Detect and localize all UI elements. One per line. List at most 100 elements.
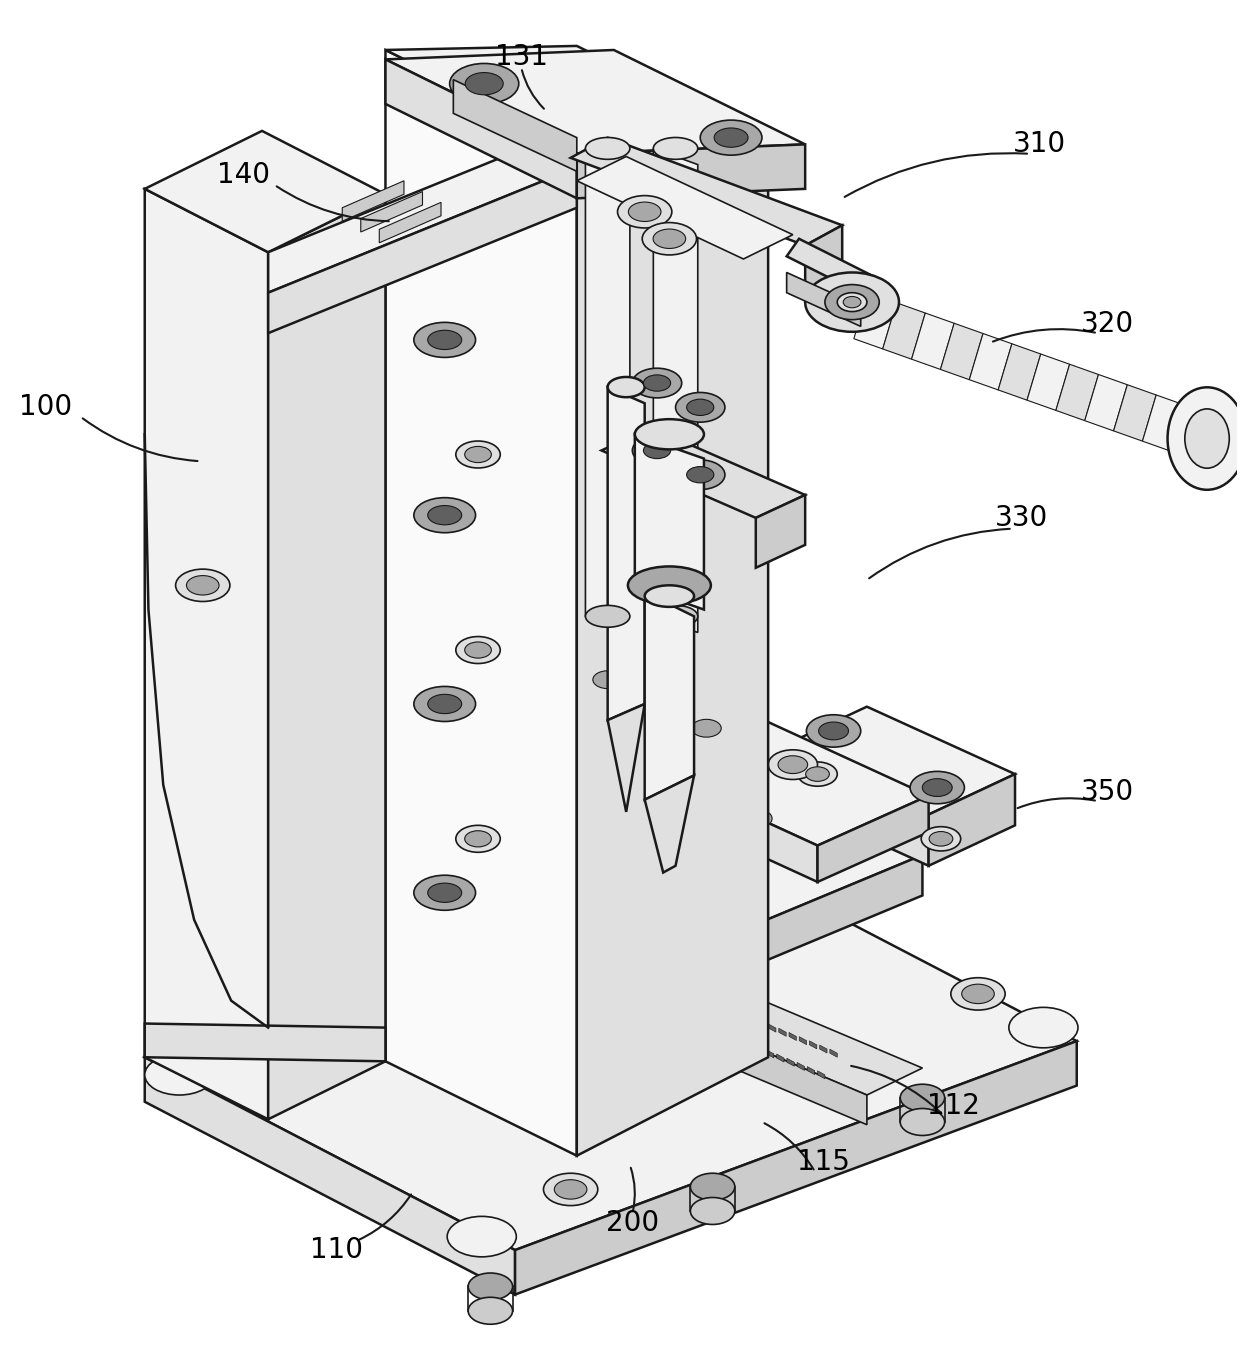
Polygon shape	[533, 854, 923, 1057]
Polygon shape	[635, 435, 704, 609]
Polygon shape	[608, 704, 645, 812]
Polygon shape	[624, 991, 631, 999]
Polygon shape	[585, 149, 630, 632]
Polygon shape	[145, 1057, 515, 1294]
Polygon shape	[521, 949, 528, 957]
Ellipse shape	[676, 393, 725, 422]
Ellipse shape	[580, 728, 635, 761]
Polygon shape	[484, 933, 867, 1125]
Polygon shape	[854, 292, 897, 349]
Polygon shape	[725, 1033, 733, 1041]
Polygon shape	[533, 927, 541, 936]
Ellipse shape	[644, 443, 671, 459]
Polygon shape	[998, 344, 1040, 401]
Polygon shape	[552, 961, 559, 969]
Polygon shape	[1172, 405, 1214, 462]
Polygon shape	[769, 1024, 776, 1032]
Polygon shape	[605, 957, 613, 965]
Ellipse shape	[797, 762, 837, 787]
Ellipse shape	[687, 399, 714, 416]
Ellipse shape	[569, 995, 584, 1003]
Text: 140: 140	[217, 161, 270, 190]
Polygon shape	[562, 967, 569, 975]
Ellipse shape	[583, 665, 632, 695]
Polygon shape	[614, 987, 620, 995]
Polygon shape	[454, 80, 577, 172]
Polygon shape	[268, 127, 577, 292]
Polygon shape	[883, 303, 925, 359]
Text: 115: 115	[797, 1148, 851, 1177]
Ellipse shape	[585, 138, 630, 160]
Polygon shape	[665, 1007, 672, 1016]
Polygon shape	[718, 1003, 725, 1011]
Polygon shape	[810, 1041, 817, 1049]
Text: 110: 110	[310, 1236, 362, 1265]
Polygon shape	[644, 999, 651, 1007]
Polygon shape	[386, 46, 768, 145]
Polygon shape	[515, 1041, 1076, 1294]
Polygon shape	[386, 60, 577, 198]
Polygon shape	[601, 428, 805, 517]
Polygon shape	[715, 1029, 723, 1037]
Ellipse shape	[469, 1273, 512, 1300]
Polygon shape	[797, 1063, 805, 1071]
Ellipse shape	[962, 984, 994, 1003]
Polygon shape	[776, 1053, 784, 1062]
Polygon shape	[666, 982, 673, 990]
Polygon shape	[675, 1013, 682, 1021]
Ellipse shape	[465, 831, 491, 846]
Ellipse shape	[843, 297, 861, 307]
Polygon shape	[268, 841, 324, 895]
Polygon shape	[830, 1049, 837, 1057]
Polygon shape	[532, 953, 539, 961]
Polygon shape	[787, 1059, 795, 1067]
Polygon shape	[595, 953, 603, 961]
Polygon shape	[756, 1045, 764, 1053]
Ellipse shape	[414, 875, 476, 910]
Polygon shape	[684, 1017, 692, 1025]
Ellipse shape	[345, 822, 377, 842]
Ellipse shape	[682, 714, 732, 743]
Ellipse shape	[469, 1297, 512, 1324]
Ellipse shape	[428, 505, 461, 525]
Polygon shape	[636, 969, 644, 978]
Polygon shape	[634, 995, 641, 1003]
Polygon shape	[677, 987, 684, 994]
Ellipse shape	[777, 756, 807, 773]
Ellipse shape	[714, 129, 748, 148]
Ellipse shape	[923, 779, 952, 796]
Polygon shape	[779, 1028, 786, 1036]
Polygon shape	[593, 979, 600, 987]
Polygon shape	[145, 848, 1076, 1250]
Polygon shape	[746, 1041, 754, 1049]
Ellipse shape	[837, 292, 867, 311]
Ellipse shape	[805, 272, 899, 332]
Polygon shape	[1114, 385, 1156, 441]
Ellipse shape	[456, 826, 500, 852]
Ellipse shape	[513, 971, 528, 979]
Ellipse shape	[450, 64, 518, 104]
Ellipse shape	[678, 883, 711, 903]
Polygon shape	[820, 1045, 827, 1053]
Polygon shape	[268, 194, 386, 1120]
Ellipse shape	[729, 803, 782, 835]
Polygon shape	[577, 141, 768, 1156]
Polygon shape	[243, 711, 923, 1017]
Polygon shape	[577, 145, 805, 198]
Ellipse shape	[216, 991, 270, 1024]
Ellipse shape	[334, 816, 388, 848]
Ellipse shape	[701, 121, 761, 156]
Text: 100: 100	[20, 393, 73, 421]
Polygon shape	[748, 1016, 755, 1024]
Ellipse shape	[517, 923, 549, 942]
Polygon shape	[603, 983, 610, 991]
Polygon shape	[780, 747, 929, 865]
Ellipse shape	[414, 322, 476, 357]
Polygon shape	[694, 1021, 702, 1029]
Polygon shape	[759, 1020, 766, 1028]
Polygon shape	[145, 1024, 386, 1062]
Ellipse shape	[554, 1179, 587, 1200]
Ellipse shape	[456, 636, 500, 663]
Polygon shape	[786, 238, 879, 297]
Text: 310: 310	[1013, 130, 1066, 158]
